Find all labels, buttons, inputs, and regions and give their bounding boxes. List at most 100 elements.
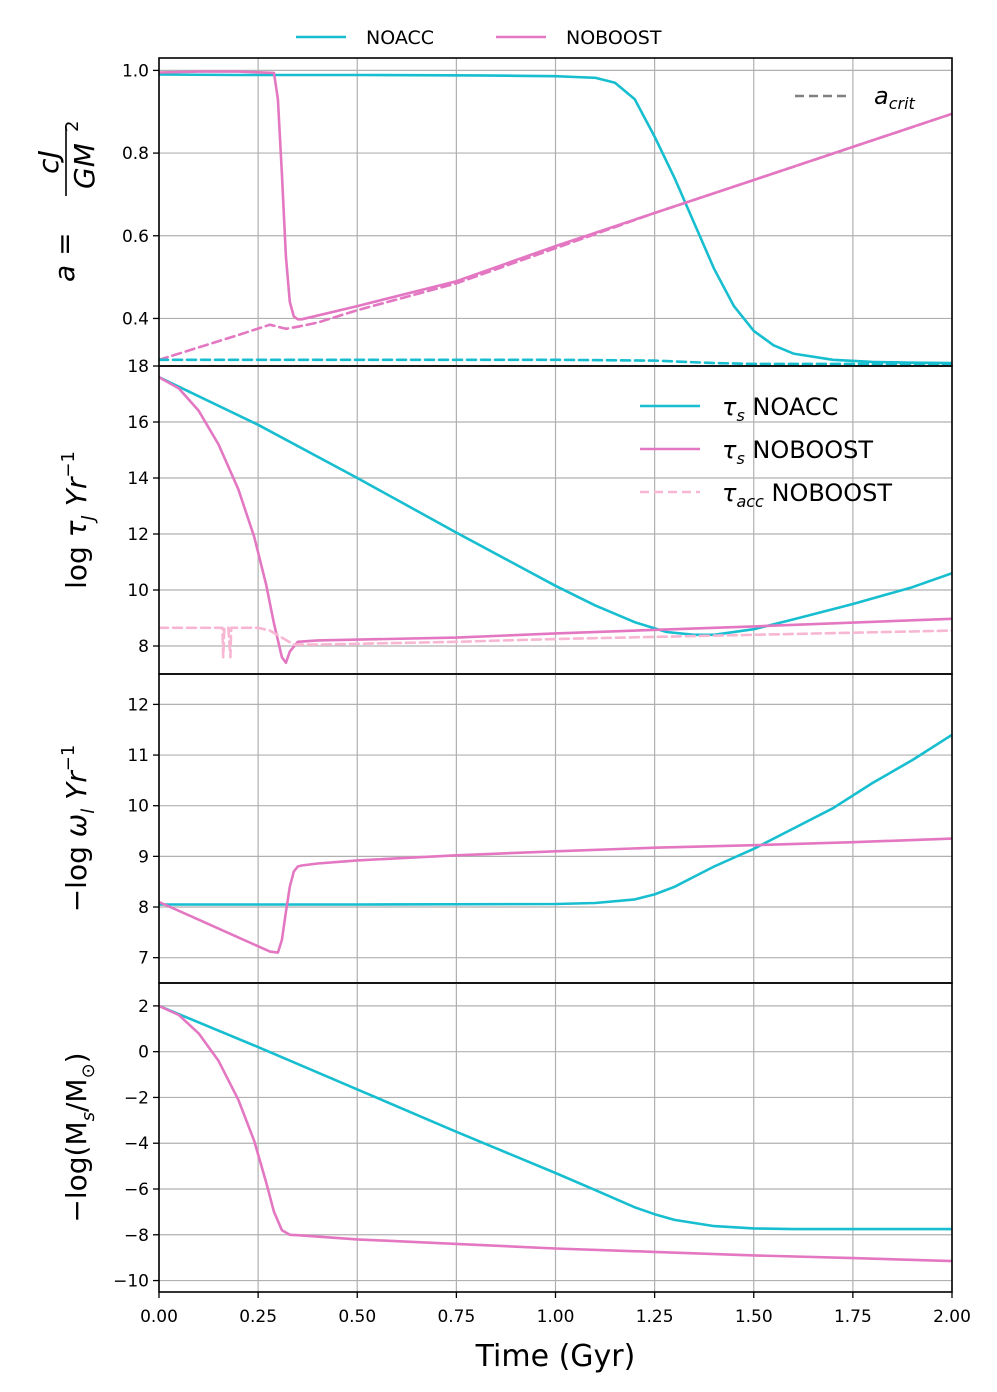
series-line [159, 112, 952, 362]
y-label-numerator: cJ [32, 150, 65, 174]
series-line [159, 73, 952, 365]
y-label-denominator: GM [68, 143, 101, 189]
y-tick-label: 0.4 [122, 309, 149, 329]
y-tick-label: 0.6 [122, 227, 149, 247]
x-tick-label: 1.25 [636, 1307, 674, 1327]
series-line [159, 837, 952, 954]
legend-label: τs NOBOOST [722, 436, 873, 468]
legend-label-sub: s [736, 449, 744, 468]
y-label-part: −1 [58, 451, 79, 478]
y-tick-label: 7 [138, 949, 149, 969]
y-label-text: −log ωl Yr−1 [58, 745, 99, 913]
y-tick-label: 18 [127, 357, 149, 377]
top-legend-label: NOACC [366, 27, 434, 49]
y-label-part: l [78, 809, 99, 814]
y-label-part: τ [60, 520, 93, 537]
x-axis-label: Time (Gyr) [475, 1339, 636, 1374]
legend-label-main: τ [722, 436, 737, 464]
y-tick-label: 10 [127, 581, 149, 601]
legend-label: τs NOACC [722, 393, 838, 425]
y-label-part: −1 [58, 745, 79, 772]
y-label-text: −log(Ms/M⊙) [60, 1052, 99, 1222]
y-label-part: Yr [60, 476, 93, 515]
legend-label-main: a [874, 82, 889, 110]
legend-label: τacc NOBOOST [722, 479, 892, 511]
x-tick-label: 0.50 [338, 1307, 376, 1327]
y-label-part: ⊙ [78, 1063, 99, 1078]
y-label-part: ω [60, 814, 93, 837]
legend-label-main: τ [722, 479, 737, 507]
y-tick-label: −4 [124, 1134, 149, 1154]
legend-label-main: τ [722, 393, 737, 421]
y-axis-label: a = cJ GM 2 [32, 121, 101, 282]
y-axis-label: −log(Ms/M⊙) [60, 1052, 99, 1222]
x-tick-label: 1.50 [735, 1307, 773, 1327]
x-tick-label: 0.25 [239, 1307, 277, 1327]
legend-label-rest: NOBOOST [764, 479, 893, 507]
series-group [159, 375, 952, 665]
y-tick-label: 0 [138, 1043, 149, 1063]
legend-label-sub: acc [736, 492, 764, 511]
series-line [159, 375, 952, 637]
y-label-part: Yr [60, 770, 93, 809]
y-tick-label: −8 [124, 1226, 149, 1246]
top-legend: NOACC NOBOOST [296, 27, 662, 49]
y-label-superscript: 2 [62, 121, 83, 132]
series-line [159, 1004, 952, 1231]
x-tick-label: 1.00 [537, 1307, 575, 1327]
y-tick-label: 16 [127, 413, 149, 433]
series-line [159, 626, 952, 659]
y-label-text: log τJ Yr−1 [58, 451, 99, 589]
y-label-part: a [48, 265, 81, 282]
y-label-part: /M [60, 1078, 93, 1112]
y-tick-label: 8 [138, 898, 149, 918]
y-label-text: a = [48, 232, 81, 282]
top-legend-label: NOBOOST [566, 27, 662, 49]
x-tick-label: 1.75 [834, 1307, 872, 1327]
series-group [159, 70, 952, 366]
legend-label-sub: s [736, 406, 744, 425]
y-tick-label: 8 [138, 637, 149, 657]
panel-3: 7 8 9 10 11 12 −log ωl Yr−1 [58, 673, 953, 984]
y-tick-label: 9 [138, 847, 149, 867]
y-tick-label: 1.0 [122, 61, 149, 81]
y-label-part: −log [60, 837, 93, 912]
legend-label-sub: crit [889, 94, 916, 113]
y-axis-label: log τJ Yr−1 [58, 451, 99, 589]
y-axis-label: −log ωl Yr−1 [58, 745, 99, 913]
series-group [159, 1004, 952, 1263]
series-line [159, 358, 952, 366]
legend-label: acrit [874, 82, 916, 113]
x-tick-label: 2.00 [933, 1307, 971, 1327]
panels: 0.40.60.81.0a = cJ GM2acrit81012141618log… [32, 57, 953, 1293]
series-group [159, 733, 952, 954]
y-tick-label: 11 [127, 746, 149, 766]
y-label-part: s [78, 1112, 99, 1121]
y-label-part: ) [60, 1052, 93, 1063]
x-tick-label: 0.75 [437, 1307, 475, 1327]
y-label-part: = [48, 232, 81, 264]
x-tick-label: 0.00 [140, 1307, 178, 1327]
series-line [159, 733, 952, 906]
series-line [159, 1004, 952, 1263]
y-tick-label: 14 [127, 469, 149, 489]
legend-label-rest: NOBOOST [745, 436, 874, 464]
y-tick-label: −10 [113, 1272, 149, 1292]
y-label-part: log [60, 537, 93, 589]
y-tick-label: 10 [127, 797, 149, 817]
y-tick-label: 12 [127, 695, 149, 715]
y-tick-label: −2 [124, 1088, 149, 1108]
y-tick-label: 12 [127, 525, 149, 545]
y-tick-label: −6 [124, 1180, 149, 1200]
y-tick-label: 0.8 [122, 144, 149, 164]
y-label-part: −log(M [60, 1121, 93, 1222]
panel-4: −10 −8 −6 −4 −2 0 2 −log(Ms/M⊙) [60, 982, 953, 1293]
legend-label-rest: NOACC [745, 393, 839, 421]
y-label-part: J [78, 515, 99, 523]
x-axis: 0.00 0.25 0.50 0.75 1.00 1.25 1.50 1.75 2.00 Time… [140, 1292, 971, 1374]
series-line [159, 375, 952, 665]
y-tick-label: 2 [138, 997, 149, 1017]
